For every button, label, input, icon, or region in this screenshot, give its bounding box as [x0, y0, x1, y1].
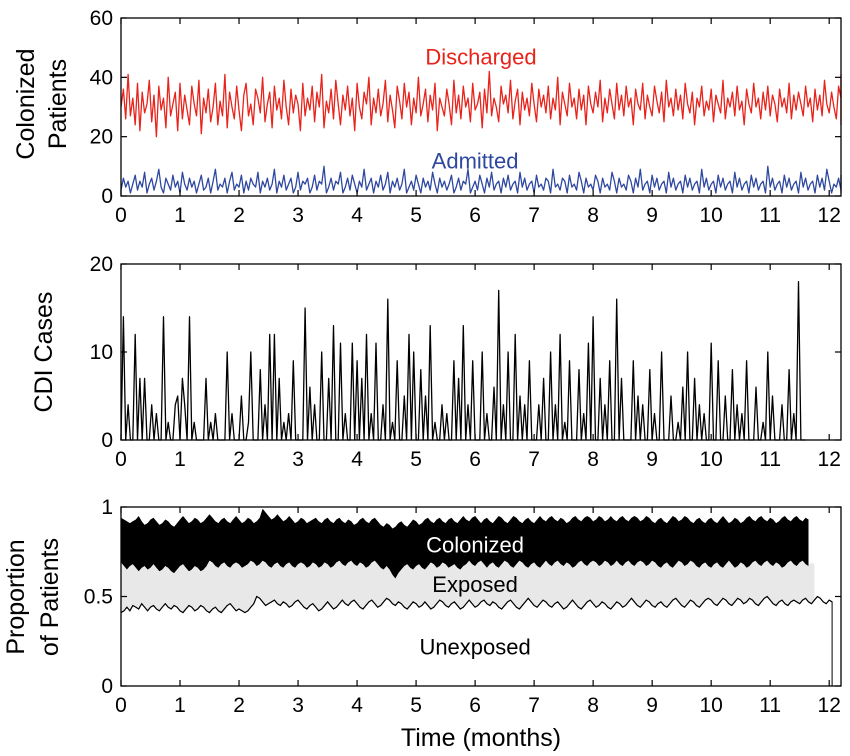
- y-tick-label: 0: [101, 185, 113, 208]
- x-tick-label: 11: [759, 694, 781, 717]
- x-tick-label: 10: [699, 204, 722, 227]
- x-tick-label: 8: [587, 694, 599, 717]
- series-line-cdi-cases: [120, 280, 806, 441]
- y-tick-label: 40: [90, 66, 113, 89]
- y-tick-label: 60: [90, 7, 113, 30]
- x-tick-label: 10: [699, 694, 722, 717]
- x-tick-label: 10: [699, 448, 722, 471]
- x-tick-label: 9: [646, 204, 658, 227]
- x-tick-label: 5: [410, 448, 422, 471]
- x-tick-label: 8: [587, 204, 599, 227]
- x-tick-label: 0: [115, 204, 127, 227]
- x-tick-label: 2: [233, 448, 245, 471]
- x-tick-label: 6: [469, 448, 481, 471]
- y-tick-label: 10: [90, 341, 113, 364]
- x-tick-label: 2: [233, 204, 245, 227]
- annotation-exposed: Exposed: [432, 572, 518, 597]
- y-tick-label: 0.5: [84, 586, 113, 609]
- x-tick-label: 5: [410, 694, 422, 717]
- x-tick-label: 2: [233, 694, 245, 717]
- y-axis-label-cdi-cases: CDI Cases: [30, 292, 58, 413]
- y-tick-label: 20: [90, 253, 113, 276]
- x-tick-label: 12: [818, 694, 841, 717]
- area-band-colonized: [121, 508, 809, 579]
- annotation-admitted: Admitted: [432, 148, 519, 173]
- y-axis-label-colonized: Colonized: [12, 48, 40, 159]
- x-tick-label: 8: [587, 448, 599, 471]
- x-tick-label: 5: [410, 204, 422, 227]
- x-tick-label: 12: [818, 448, 841, 471]
- x-tick-label: 7: [528, 204, 540, 227]
- y-tick-label: 20: [90, 126, 113, 149]
- boundary-line-unexposed: [120, 595, 833, 614]
- x-tick-label: 6: [469, 694, 481, 717]
- area-band-exposed: [121, 560, 815, 613]
- y-tick-label: 0: [101, 429, 113, 452]
- x-tick-label: 9: [646, 448, 658, 471]
- x-tick-label: 4: [351, 694, 363, 717]
- x-tick-label: 1: [174, 694, 186, 717]
- y-tick-label: 0: [101, 675, 113, 698]
- x-tick-label: 0: [115, 694, 127, 717]
- annotation-colonized: Colonized: [426, 533, 524, 558]
- series-line-discharged: [120, 70, 842, 138]
- x-tick-label: 11: [759, 204, 781, 227]
- y-tick-label: 1: [101, 496, 113, 519]
- plot-frame-colonized-patients: [120, 17, 842, 197]
- x-tick-label: 1: [174, 448, 186, 471]
- y-axis-label-proportion: Proportion: [2, 539, 30, 654]
- x-tick-label: 4: [351, 448, 363, 471]
- x-tick-label: 0: [115, 448, 127, 471]
- x-tick-label: 3: [292, 448, 304, 471]
- x-tick-label: 1: [174, 204, 186, 227]
- x-axis-label-time: Time (months): [401, 724, 561, 752]
- x-tick-label: 3: [292, 204, 304, 227]
- x-tick-label: 9: [646, 694, 658, 717]
- x-tick-label: 12: [818, 204, 841, 227]
- y-axis-label-patients: Patients: [44, 59, 72, 149]
- y-axis-label-of-patients: of Patients: [36, 538, 64, 656]
- x-tick-label: 3: [292, 694, 304, 717]
- x-tick-label: 4: [351, 204, 363, 227]
- x-tick-label: 11: [759, 448, 781, 471]
- annotation-discharged: Discharged: [425, 45, 536, 70]
- annotation-unexposed: Unexposed: [419, 635, 530, 660]
- x-tick-label: 7: [528, 694, 540, 717]
- x-tick-label: 6: [469, 204, 481, 227]
- series-line-admitted: [120, 165, 842, 194]
- x-tick-label: 7: [528, 448, 540, 471]
